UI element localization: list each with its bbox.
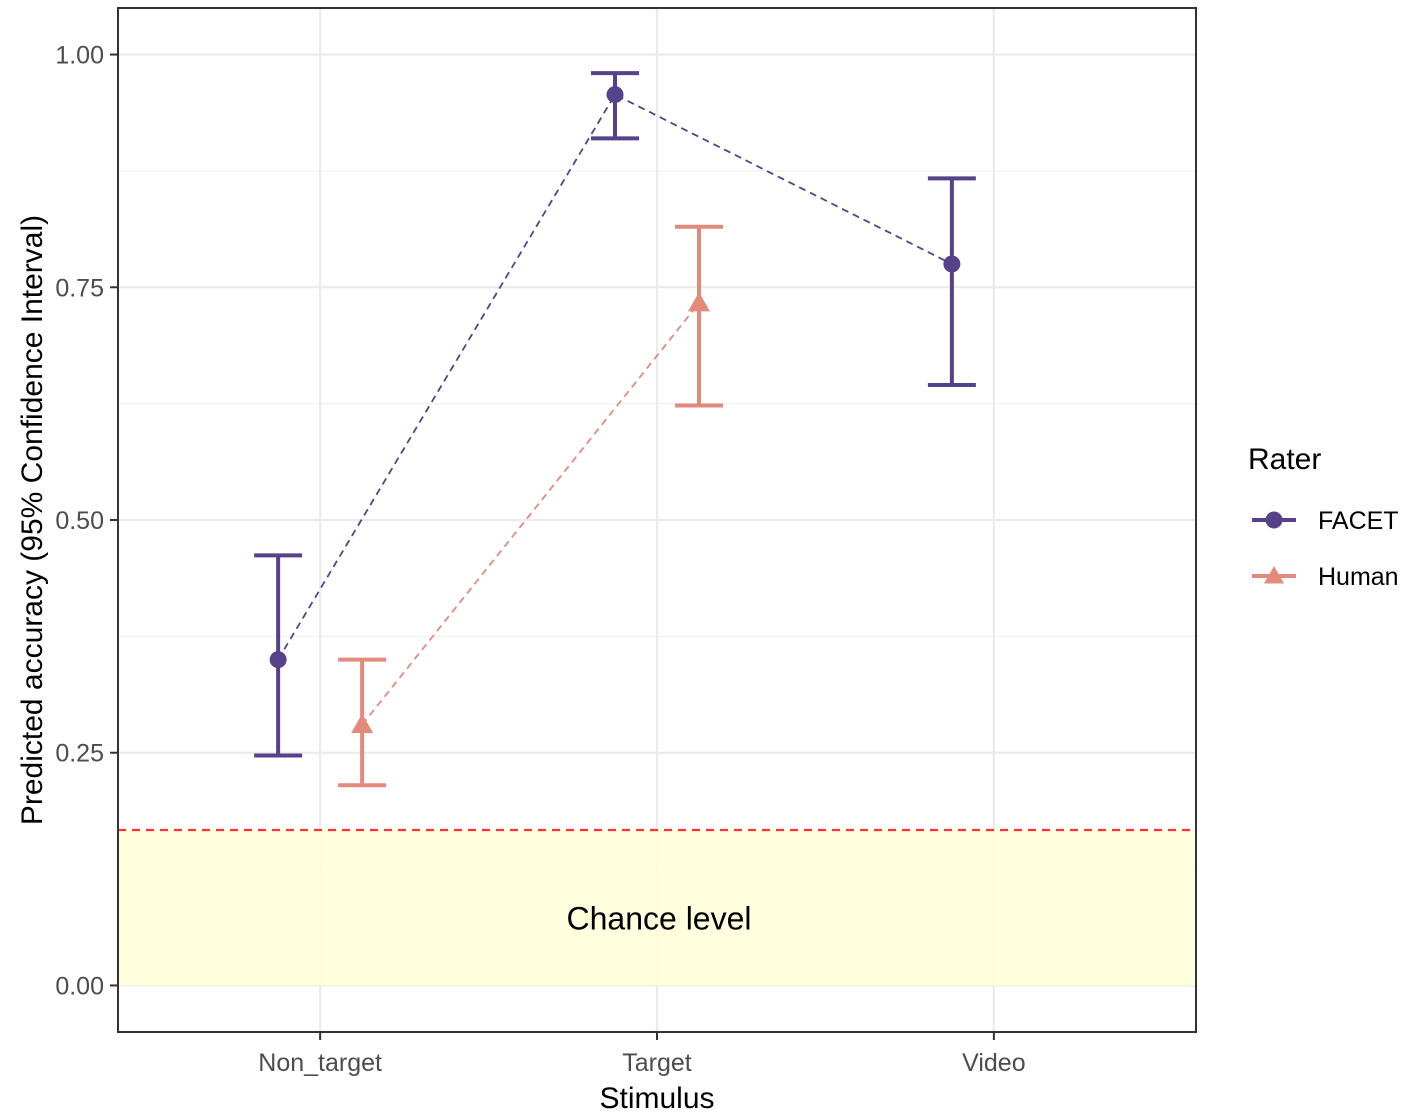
axes: 0.00 0.25 0.50 0.75 1.00 Non_target Target Vide… (55, 42, 1025, 1077)
x-tick-label: Video (962, 1049, 1026, 1077)
point-human-1 (688, 292, 710, 312)
legend-label-facet: FACET (1318, 507, 1399, 535)
y-tick-label: 0.50 (55, 507, 104, 535)
point-facet-2 (943, 255, 961, 273)
data-points (269, 86, 961, 734)
x-tick-label: Target (622, 1049, 692, 1077)
y-tick-label: 0.00 (55, 972, 104, 1000)
legend-label-human: Human (1318, 563, 1399, 591)
x-axis-title: Stimulus (599, 1082, 714, 1115)
y-tick-label: 0.25 (55, 740, 104, 768)
legend-key-facet (1252, 511, 1296, 529)
series-line-human (361, 302, 700, 726)
series-line-facet (277, 93, 953, 661)
legend-key-marker (1265, 511, 1283, 529)
chance-band-area (118, 828, 1196, 986)
error-bar-human-1 (675, 224, 723, 408)
error-bar-facet-2 (927, 176, 976, 388)
y-tick-label: 1.00 (55, 42, 104, 70)
error-bar-facet-1 (591, 71, 639, 141)
series-lines (277, 93, 953, 726)
chance-level-label: Chance level (567, 901, 752, 937)
point-human-0 (351, 713, 374, 734)
y-tick-label: 0.75 (55, 274, 104, 302)
legend-title: Rater (1248, 443, 1321, 476)
chance-band-fill (118, 829, 1196, 986)
legend-key-human (1252, 566, 1296, 584)
y-axis-title: Predicted accuracy (95% Confidence Inter… (16, 215, 49, 825)
error-bars (254, 71, 976, 788)
legend: Rater FACET Human (1248, 443, 1399, 591)
x-tick-label: Non_target (258, 1049, 382, 1077)
point-facet-0 (269, 651, 287, 669)
point-facet-1 (606, 86, 624, 104)
legend-key-marker (1264, 566, 1284, 584)
